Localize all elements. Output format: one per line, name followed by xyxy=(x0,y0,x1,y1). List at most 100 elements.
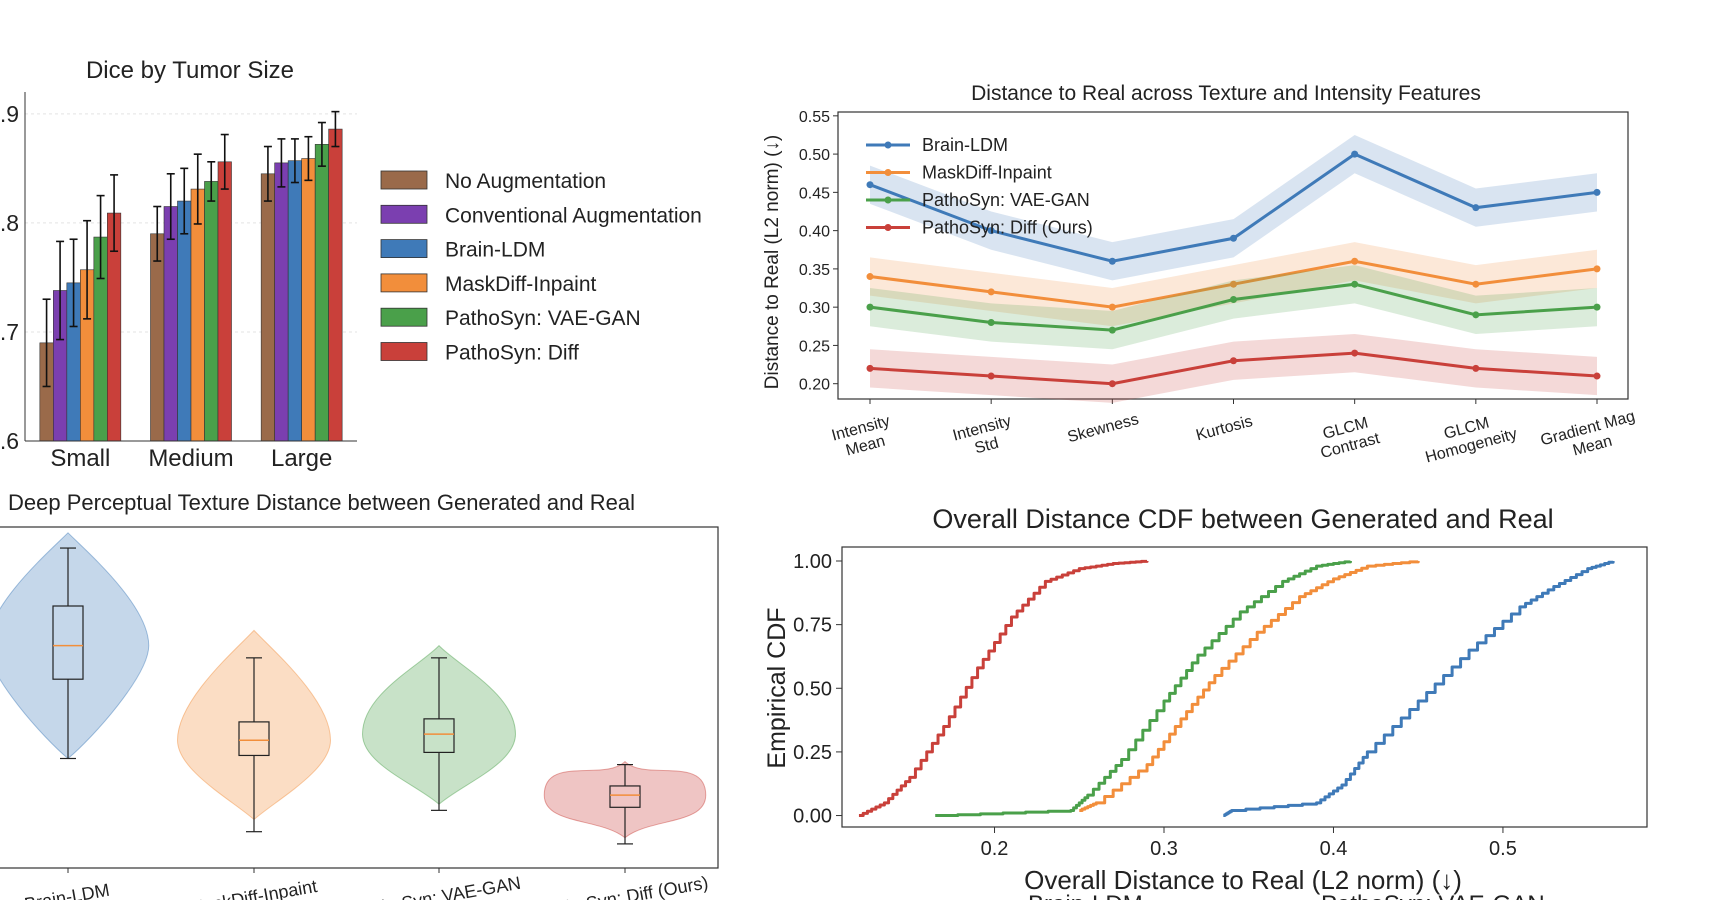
cdf-line xyxy=(1079,560,1420,812)
cdf-xtick-label: 0.3 xyxy=(1150,838,1178,860)
violin-xtick-label: Brain-LDM xyxy=(23,880,111,900)
dice-panel: Dice by Tumor Size .6 .7 .8 .9 Small Medium La… xyxy=(0,57,702,472)
texture-xtick-label: Gradient MagMean xyxy=(1539,408,1642,467)
cdf-ytick-label: 0.00 xyxy=(793,806,832,828)
texture-point xyxy=(987,288,995,296)
violin-box xyxy=(423,718,455,753)
texture-legend-label: PathoSyn: Diff (Ours) xyxy=(922,218,1093,238)
texture-point xyxy=(1351,280,1359,288)
texture-ytick-label: 0.40 xyxy=(799,224,830,241)
dice-bar xyxy=(314,144,329,442)
dice-bar xyxy=(301,158,316,442)
dice-legend-swatch xyxy=(380,342,428,361)
dice-ytick-label: .7 xyxy=(0,319,19,345)
cdf-plot: 0.2 0.3 0.4 0.5 0.00 0.25 0.50 0.75 1.00 xyxy=(793,551,1615,860)
dice-bar xyxy=(217,161,232,442)
cdf-xlabel: Overall Distance to Real (L2 norm) (↓) xyxy=(1024,865,1462,895)
dice-xtick-label: Small xyxy=(50,445,110,472)
texture-legend-marker xyxy=(884,224,892,231)
texture-point xyxy=(1230,234,1237,242)
texture-point xyxy=(1108,380,1116,388)
texture-xtick-label-line: Skewness xyxy=(1066,411,1141,446)
texture-point xyxy=(866,303,874,311)
texture-point xyxy=(1230,296,1237,304)
cdf-legend-partial: Brain-LDM PathoSyn: VAE-GAN xyxy=(1028,891,1545,900)
violin-plot-frame xyxy=(0,526,719,869)
texture-point xyxy=(1108,257,1116,265)
texture-ytick-label: 0.25 xyxy=(799,338,830,355)
texture-point xyxy=(1230,280,1237,288)
texture-point xyxy=(866,181,874,189)
violin-box xyxy=(238,721,270,757)
texture-point xyxy=(1593,372,1601,380)
texture-legend-label: PathoSyn: VAE-GAN xyxy=(922,190,1090,210)
texture-ytick-label: 0.50 xyxy=(799,147,830,164)
violin-xtick-label: MaskDiff-Inpaint xyxy=(187,876,318,900)
texture-point xyxy=(866,273,874,281)
texture-xtick-label-line: Std xyxy=(973,435,1001,458)
dice-title: Dice by Tumor Size xyxy=(86,57,294,84)
texture-ytick-label: 0.20 xyxy=(799,377,830,394)
cdf-line xyxy=(935,560,1352,818)
dice-bar xyxy=(287,160,302,442)
dice-bar xyxy=(190,188,205,442)
texture-ytick-label: 0.45 xyxy=(799,185,830,202)
dice-bar xyxy=(150,233,165,442)
texture-point xyxy=(1108,303,1116,311)
texture-legend-marker xyxy=(884,141,892,149)
cdf-xtick-label: 0.5 xyxy=(1489,838,1517,860)
dice-legend-label: Conventional Augmentation xyxy=(445,204,702,227)
texture-legend-marker xyxy=(884,169,892,176)
texture-xtick-label-line: Kurtosis xyxy=(1194,413,1254,444)
violin-plot: Brain-LDM MaskDiff-Inpaint PathoSyn: VAE-G… xyxy=(0,532,710,900)
dice-bar xyxy=(260,173,275,442)
dice-bar xyxy=(274,162,289,442)
dice-legend-label: PathoSyn: Diff xyxy=(445,342,579,365)
violin-box xyxy=(609,785,641,808)
dice-ytick-label: .8 xyxy=(0,210,19,236)
texture-point xyxy=(1351,349,1359,357)
texture-legend-marker xyxy=(884,196,892,204)
texture-point xyxy=(1230,357,1237,365)
texture-title: Distance to Real across Texture and Inte… xyxy=(971,82,1481,105)
violin-xtick-label: PathoSyn: Diff (Ours) xyxy=(538,872,710,900)
texture-band xyxy=(870,265,1597,350)
dice-legend-swatch xyxy=(380,204,428,224)
cdf-title: Overall Distance CDF between Generated a… xyxy=(932,504,1553,534)
dice-legend-swatch xyxy=(380,273,428,293)
texture-point xyxy=(1351,150,1359,158)
cdf-panel: Overall Distance CDF between Generated a… xyxy=(763,504,1648,900)
texture-point xyxy=(1472,280,1480,288)
texture-panel: Distance to Real across Texture and Inte… xyxy=(762,82,1642,467)
violin-panel: Deep Perceptual Texture Distance between… xyxy=(0,490,719,900)
cdf-line xyxy=(858,559,1149,818)
cdf-line xyxy=(1223,560,1615,818)
texture-band xyxy=(870,134,1597,281)
texture-point xyxy=(1472,204,1480,212)
texture-xtick-label: GLCMContrast xyxy=(1314,412,1382,462)
texture-legend-label: MaskDiff-Inpaint xyxy=(922,163,1052,183)
violin-box xyxy=(52,605,84,680)
dice-legend-swatch xyxy=(380,239,428,259)
dice-axes: .6 .7 .8 .9 Small Medium Large xyxy=(0,92,357,472)
dice-bar xyxy=(163,206,178,442)
dice-legend-swatch xyxy=(380,170,428,190)
dice-legend-label: PathoSyn: VAE-GAN xyxy=(445,307,641,330)
dice-legend-swatch xyxy=(380,307,428,327)
texture-point xyxy=(987,227,995,235)
cdf-ytick-label: 0.50 xyxy=(793,678,832,700)
dice-ytick-label: .6 xyxy=(0,428,19,454)
violin-title: Deep Perceptual Texture Distance between… xyxy=(8,490,635,515)
cdf-xtick-label: 0.2 xyxy=(981,838,1009,860)
cdf-ytick-label: 0.25 xyxy=(793,742,832,764)
dice-legend: No Augmentation Conventional Augmentation… xyxy=(380,170,702,365)
texture-ytick-label: 0.30 xyxy=(799,300,830,317)
texture-xtick-label: IntensityStd xyxy=(951,413,1018,462)
texture-point xyxy=(866,364,874,372)
texture-plot: 0.20 0.25 0.30 0.35 0.40 0.45 0.50 0.55 Intensit… xyxy=(799,109,1642,467)
dice-bars xyxy=(39,110,343,442)
dice-bar xyxy=(204,181,219,442)
dice-legend-label: No Augmentation xyxy=(445,170,606,193)
texture-ylabel: Distance to Real (L2 norm) (↓) xyxy=(762,135,783,389)
